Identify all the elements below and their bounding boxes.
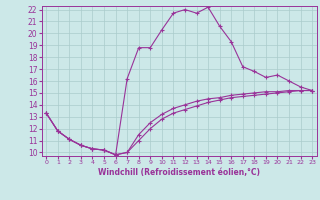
X-axis label: Windchill (Refroidissement éolien,°C): Windchill (Refroidissement éolien,°C) [98, 168, 260, 177]
